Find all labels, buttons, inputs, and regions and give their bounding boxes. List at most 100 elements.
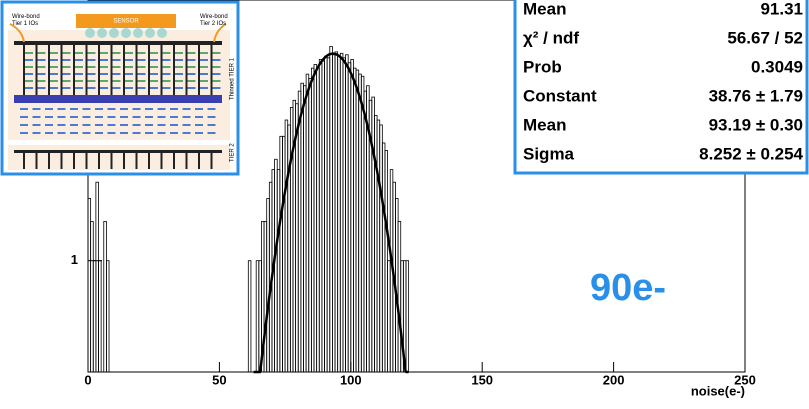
inset-trace: [87, 59, 96, 61]
inset-trace: [212, 52, 221, 54]
inset-label: Wire-bond Tier 2 IOs: [200, 14, 228, 27]
inset-trace: [50, 73, 58, 75]
inset-trace: [162, 87, 171, 89]
inset-trace: [120, 124, 128, 126]
inset-trace: [87, 73, 96, 75]
inset-trace: [132, 124, 141, 126]
inset-pillar: [98, 45, 100, 95]
inset-trace: [182, 108, 191, 110]
inset-trace: [187, 73, 196, 75]
inset-trace: [75, 66, 83, 68]
inset-trace: [175, 87, 183, 89]
inset-trace: [87, 52, 96, 54]
inset-trace: [195, 132, 203, 134]
inset-pillar: [160, 153, 163, 169]
inset-pillar: [148, 45, 150, 95]
inset-pillar: [160, 45, 163, 95]
inset-pillar: [210, 45, 213, 95]
stats-box: Mean 91.31 χ² / ndf 56.67 / 52 Prob 0.3049 Con…: [513, 0, 809, 175]
inset-trace: [137, 73, 146, 75]
inset-pillar: [98, 153, 100, 169]
inset-trace: [20, 116, 28, 118]
inset-pillar: [23, 153, 25, 169]
inset-trace: [187, 52, 196, 54]
inset-trace: [125, 73, 133, 75]
x-tick-label: 100: [340, 372, 362, 387]
inset-pillar: [23, 45, 25, 95]
x-axis-label: noise(e-): [691, 383, 745, 398]
inset-trace: [207, 132, 216, 134]
inset-trace: [207, 108, 216, 110]
inset-trace: [45, 132, 53, 134]
inset-trace: [157, 132, 166, 134]
stats-value: 0.3049: [751, 57, 803, 76]
x-tick-label: 200: [603, 372, 625, 387]
inset-trace: [112, 80, 121, 82]
stats-label: Mean: [523, 0, 566, 18]
inset-trace: [75, 73, 83, 75]
inset-trace: [212, 66, 221, 68]
inset-trace: [100, 52, 108, 54]
inset-trace: [107, 108, 116, 110]
inset-trace: [162, 66, 171, 68]
inset-trace: [107, 116, 116, 118]
inset-trace: [57, 108, 66, 110]
inset-pillar: [48, 153, 50, 169]
inset-trace: [70, 132, 78, 134]
inset-trace: [100, 59, 108, 61]
inset-trace: [32, 116, 41, 118]
inset-trace: [212, 73, 221, 75]
inset: Wire-bond Tier 1 IOs SENSOR Wire-bond Tier…: [0, 0, 240, 176]
inset-trace: [212, 59, 221, 61]
inset-trace: [107, 124, 116, 126]
x-tick-label: 0: [84, 372, 91, 387]
inset-trace: [62, 59, 71, 61]
inset-pillar: [173, 45, 175, 95]
inset-wire: [213, 23, 227, 43]
inset-trace: [187, 80, 196, 82]
inset-trace: [95, 108, 103, 110]
inset-trace: [200, 87, 208, 89]
frame: [87, 0, 746, 373]
inset-pillar: [35, 45, 38, 95]
inset-bumps: [85, 28, 167, 38]
inset-trace: [182, 132, 191, 134]
inset-trace: [112, 59, 121, 61]
inset-trace: [145, 108, 153, 110]
inset-trace: [162, 80, 171, 82]
inset-pillar: [73, 45, 75, 95]
inset-trace: [75, 80, 83, 82]
inset-trace: [25, 66, 33, 68]
inset-trace: [62, 87, 71, 89]
inset-trace: [145, 116, 153, 118]
x-tick-label: 150: [471, 372, 493, 387]
inset-label: Thinned TIER 1: [230, 57, 236, 100]
inset-pillar: [60, 153, 63, 169]
inset-layer: [14, 41, 222, 45]
inset-trace: [150, 80, 158, 82]
inset-trace: [37, 87, 46, 89]
inset-trace: [207, 116, 216, 118]
inset-trace: [32, 132, 41, 134]
inset-sensor: [76, 14, 176, 28]
inset-trace: [50, 87, 58, 89]
inset-trace: [157, 116, 166, 118]
inset-trace: [50, 59, 58, 61]
inset-trace: [175, 66, 183, 68]
inset-trace: [125, 66, 133, 68]
inset-trace: [187, 66, 196, 68]
inset-trace: [170, 124, 178, 126]
inset-trace: [150, 73, 158, 75]
inset-trace: [37, 80, 46, 82]
inset-trace: [75, 52, 83, 54]
inset-pillar: [185, 153, 188, 169]
stats-value: 91.31: [760, 0, 803, 18]
inset-trace: [200, 73, 208, 75]
inset-trace: [50, 52, 58, 54]
inset-pillar: [123, 45, 125, 95]
histogram-bar: [105, 260, 110, 373]
inset-trace: [25, 73, 33, 75]
inset-trace: [37, 59, 46, 61]
inset-trace: [137, 80, 146, 82]
inset-trace: [37, 66, 46, 68]
